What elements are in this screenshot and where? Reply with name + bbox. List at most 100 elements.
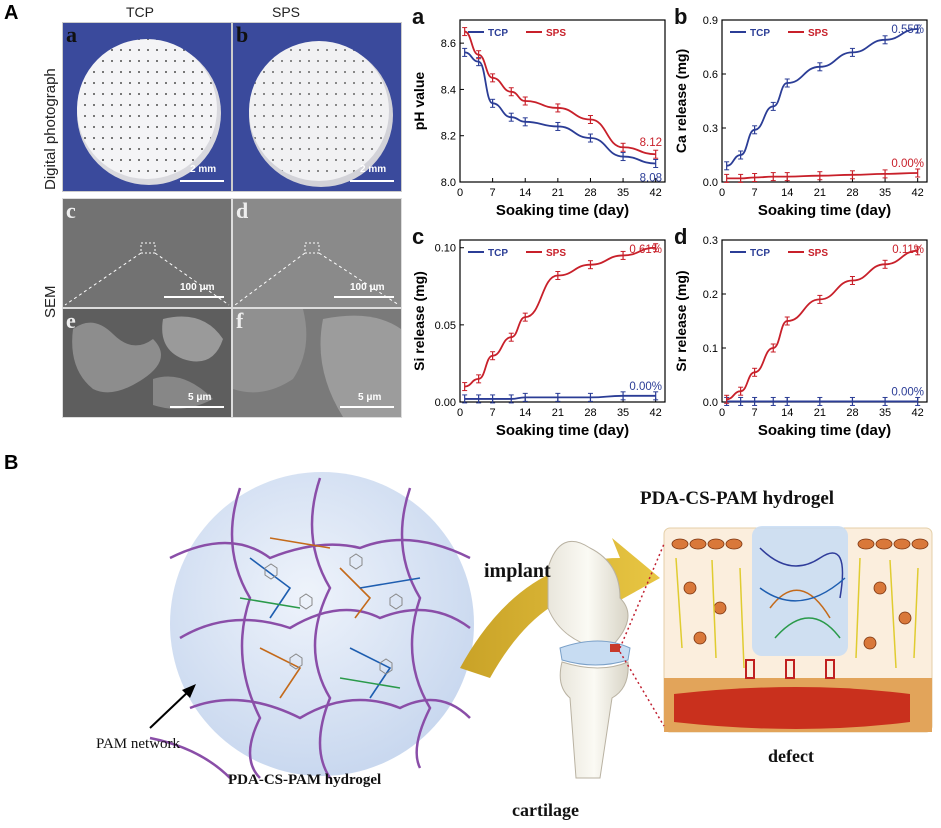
y-tick-label-si: 0.10 <box>435 243 456 255</box>
sub-label-d: d <box>236 198 249 223</box>
y-tick-label-si: 0.00 <box>435 397 456 409</box>
legend-label-si: SPS <box>546 248 566 259</box>
x-tick-label-ca: 42 <box>912 187 924 199</box>
y-axis-label-si: Si release (mg) <box>411 271 427 371</box>
end-value-label-si-tcp: 0.00% <box>629 381 662 393</box>
column-label-tcp: TCP <box>126 4 154 20</box>
y-axis-label-sr: Sr release (mg) <box>673 270 689 371</box>
zoom-line-top <box>619 543 665 649</box>
legend-label-ca: TCP <box>750 28 770 39</box>
sub-label-f: f <box>236 308 244 333</box>
sem-image-c <box>62 198 232 308</box>
panel-letter-a: A <box>4 2 19 24</box>
scale-text-f: 5 μm <box>358 392 382 403</box>
y-tick-label-sr: 0.2 <box>703 289 718 301</box>
end-value-label-sr-sps: 0.11% <box>892 244 924 256</box>
sem-f-texture <box>233 309 401 417</box>
x-tick-label-si: 7 <box>490 407 496 419</box>
scale-bar-c <box>164 296 224 298</box>
legend-label-ph: SPS <box>546 28 566 39</box>
sub-label-b: b <box>236 22 249 47</box>
x-tick-label-sr: 35 <box>879 407 891 419</box>
pam-network-arrowhead <box>182 684 196 698</box>
y-tick-label-sr: 0.0 <box>703 397 718 409</box>
sub-label-a: a <box>66 22 77 47</box>
defect-label: defect <box>768 746 814 766</box>
plot-frame-si <box>459 239 666 403</box>
scale-text-b: 2 mm <box>360 164 387 175</box>
y-tick-label-ca: 0.9 <box>703 15 718 27</box>
x-tick-label-ph: 42 <box>650 187 662 199</box>
scale-bar-e <box>170 406 224 408</box>
x-tick-label-ph: 7 <box>490 187 496 199</box>
end-value-label-ph-tcp: 8.08 <box>640 172 662 184</box>
sem-image-e <box>62 308 232 418</box>
sem-image-f <box>232 308 402 418</box>
series-line-si-tcp <box>464 394 656 400</box>
x-tick-label-sr: 21 <box>814 407 826 419</box>
release-charts: a 0 7 14 21 28 35 42 8.0 8.2 8.4 8.6 Soaking time (d… <box>411 4 928 439</box>
legend-label-si: TCP <box>488 248 508 259</box>
x-tick-label-ph: 21 <box>552 187 564 199</box>
scale-text-e: 5 μm <box>188 392 212 403</box>
tcp-scaffold-drawing <box>77 39 221 185</box>
y-axis-label-ph: pH value <box>411 72 427 131</box>
x-axis-label-sr: Soaking time (day) <box>758 422 891 439</box>
x-tick-label-ca: 0 <box>719 187 725 199</box>
panel-letter-ph: a <box>412 4 425 29</box>
pam-network-label: PAM network <box>96 736 181 752</box>
plot-frame-ph <box>459 19 666 183</box>
x-axis-label-ca: Soaking time (day) <box>758 202 891 219</box>
end-value-label-sr-tcp: 0.00% <box>891 386 924 398</box>
x-tick-label-sr: 7 <box>752 407 758 419</box>
zoom-line-bottom <box>619 651 665 727</box>
x-tick-label-sr: 14 <box>781 407 793 419</box>
plot-frame-sr <box>721 239 928 403</box>
scale-bar-b <box>350 180 394 182</box>
series-line-sr-sps <box>726 249 918 401</box>
panel-letter-ca: b <box>674 4 687 29</box>
panel-letter-sr: d <box>674 224 687 249</box>
x-tick-label-ph: 28 <box>584 187 596 199</box>
legend-label-sr: SPS <box>808 248 828 259</box>
y-tick-label-ca: 0.6 <box>703 69 718 81</box>
y-tick-label-ph: 8.6 <box>441 38 456 50</box>
chart-si: c 0 7 14 21 28 35 42 0.00 0.05 0.10 Soaking time (d… <box>411 224 666 439</box>
x-tick-label-ph: 14 <box>519 187 531 199</box>
end-value-label-ca-tcp: 0.55% <box>891 24 924 36</box>
x-tick-label-ca: 28 <box>846 187 858 199</box>
y-axis-label-ca: Ca release (mg) <box>673 49 689 153</box>
dopamine-molecules <box>264 553 403 675</box>
scale-bar-d <box>334 296 394 298</box>
sem-e-texture <box>72 316 223 409</box>
x-tick-label-si: 42 <box>650 407 662 419</box>
y-tick-label-si: 0.05 <box>435 320 456 332</box>
chart-ca: b 0 7 14 21 28 35 42 0.0 0.3 0.6 0.9 Soaking time (d… <box>673 4 928 219</box>
x-tick-label-ca: 35 <box>879 187 891 199</box>
cartilage-label: cartilage <box>512 800 579 820</box>
x-tick-label-ca: 7 <box>752 187 758 199</box>
sub-label-c: c <box>66 198 76 223</box>
photo-sps-scaffold <box>232 22 402 192</box>
x-tick-label-si: 28 <box>584 407 596 419</box>
y-tick-label-ph: 8.0 <box>441 177 456 189</box>
y-tick-label-sr: 0.3 <box>703 235 718 247</box>
chart-ph: a 0 7 14 21 28 35 42 8.0 8.2 8.4 8.6 Soaking time (d… <box>411 4 666 219</box>
scale-text-c: 100 μm <box>180 282 215 293</box>
end-value-label-si-sps: 0.61% <box>629 244 662 256</box>
chart-sr: d 0 7 14 21 28 35 42 0.0 0.1 0.2 0.3 Soaking time (d… <box>673 224 928 439</box>
scale-bar-a <box>180 180 224 182</box>
sem-image-d <box>232 198 402 308</box>
photo-tcp-scaffold <box>62 22 232 192</box>
scale-text-a: 2 mm <box>190 164 217 175</box>
x-tick-label-ph: 0 <box>457 187 463 199</box>
panel-letter-b: B <box>4 452 19 474</box>
x-tick-label-si: 0 <box>457 407 463 419</box>
pam-network-arrow <box>149 689 191 729</box>
implant-label: implant <box>484 560 551 582</box>
end-value-label-ca-sps: 0.00% <box>891 158 924 170</box>
x-tick-label-si: 14 <box>519 407 531 419</box>
diagram-title-right: PDA-CS-PAM hydrogel <box>640 488 835 509</box>
defect-tissue-illustration <box>663 526 933 733</box>
x-tick-label-ca: 14 <box>781 187 793 199</box>
